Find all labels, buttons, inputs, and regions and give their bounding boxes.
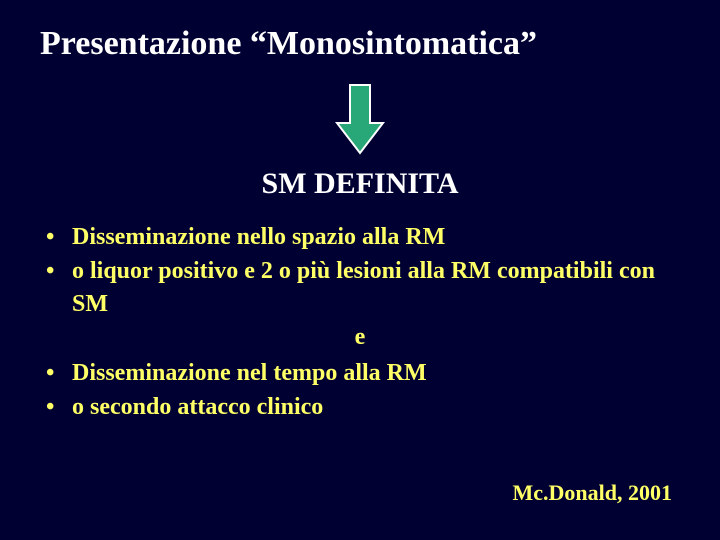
bullet-item: Disseminazione nello spazio alla RM bbox=[44, 221, 680, 253]
bullet-list-1: Disseminazione nello spazio alla RM o li… bbox=[40, 221, 680, 320]
bullet-list-2: Disseminazione nel tempo alla RM o secon… bbox=[40, 357, 680, 424]
bullet-item: Disseminazione nel tempo alla RM bbox=[44, 357, 680, 389]
bullet-item: o secondo attacco clinico bbox=[44, 391, 680, 423]
down-arrow-icon bbox=[335, 83, 385, 155]
down-arrow-shape bbox=[337, 85, 383, 153]
slide: Presentazione “Monosintomatica” SM DEFIN… bbox=[0, 0, 720, 540]
citation: Mc.Donald, 2001 bbox=[513, 480, 673, 506]
arrow-container bbox=[40, 83, 680, 155]
bullet-item: o liquor positivo e 2 o più lesioni alla… bbox=[44, 255, 680, 320]
slide-subtitle: SM DEFINITA bbox=[40, 167, 680, 201]
slide-title: Presentazione “Monosintomatica” bbox=[40, 24, 680, 65]
bullet-connector: e bbox=[40, 324, 680, 351]
